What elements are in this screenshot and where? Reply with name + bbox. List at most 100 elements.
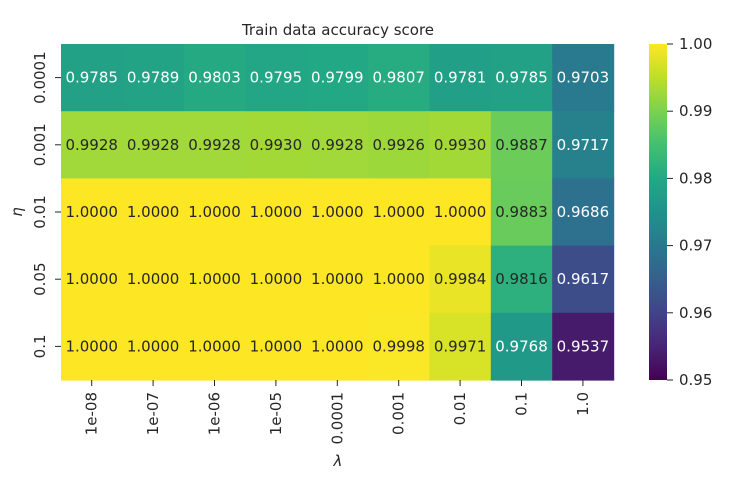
colorbar-tick-label: 1.00 [679,35,712,53]
x-axis-label: λ [333,452,343,470]
heatmap-cell-r0-c2 [183,44,246,112]
heatmap-cell-r2-c5 [368,178,430,247]
heatmap-cell-r4-c1 [122,312,185,381]
cell-value-label: 0.9537 [557,337,610,355]
cell-value-label: 0.9816 [495,270,548,288]
cell-value-label: 0.9928 [127,136,180,154]
heatmap-cell-r4-c7 [490,312,553,381]
cell-value-label: 1.0000 [372,203,425,221]
heatmap-cell-r4-c2 [183,312,246,381]
heatmap-cell-r4-c8 [552,312,615,381]
x-tick-label: 0.001 [390,392,408,435]
heatmap-cell-r3-c2 [183,245,246,314]
cell-value-label: 1.0000 [188,203,241,221]
heatmap-cell-r2-c6 [429,178,492,247]
heatmap-cell-r3-c6 [429,245,492,314]
heatmap-cell-r1-c0 [61,111,123,179]
x-tick-label: 0.1 [513,392,531,416]
cell-value-label: 0.9928 [65,136,118,154]
heatmap-cell-r3-c0 [61,245,123,314]
cell-value-label: 0.9926 [372,136,425,154]
cell-value-label: 0.9803 [188,69,241,87]
cell-value-label: 0.9998 [372,337,425,355]
cell-value-label: 1.0000 [188,270,241,288]
heatmap-cell-r2-c2 [183,178,246,247]
x-tick-label: 0.01 [451,392,469,425]
heatmap-cell-r1-c5 [368,111,430,179]
y-axis-label: η [8,207,26,217]
colorbar-tick-label: 0.95 [679,371,712,389]
y-axis-ticks: 0.0001 0.001 0.01 0.05 0.1 [31,51,61,358]
x-tick-label: 1e-07 [144,392,162,435]
heatmap-cell-r2-c7 [490,178,553,247]
cell-value-label: 0.9785 [495,69,548,87]
y-tick-label: 0.01 [31,195,49,228]
cell-value-label: 1.0000 [127,270,180,288]
heatmap-cell-r0-c3 [245,44,308,112]
cell-value-label: 1.0000 [311,270,364,288]
cell-value-label: 0.9686 [557,203,610,221]
heatmap-cell-r1-c4 [306,111,369,179]
x-tick-label: 1e-05 [267,392,285,435]
cell-value-label: 1.0000 [65,337,118,355]
heatmap-cell-r4-c5 [368,312,430,381]
cell-value-label: 0.9785 [65,69,118,87]
cell-value-label: 0.9928 [188,136,241,154]
cell-value-label: 1.0000 [65,203,118,221]
heatmap-cell-r3-c8 [552,245,615,314]
cell-value-label: 0.9768 [495,337,548,355]
heatmap-cell-r4-c0 [61,312,123,381]
heatmap-cell-r4-c6 [429,312,492,381]
heatmap-cell-r0-c5 [368,44,430,112]
x-axis-ticks: 1e-08 1e-07 1e-06 1e-05 0.0001 0.001 0.01 0.1 1.… [83,380,592,445]
heatmap-cell-r2-c1 [122,178,185,247]
cell-value-label: 1.0000 [65,270,118,288]
cell-value-label: 0.9971 [434,337,487,355]
heatmap-cell-r1-c6 [429,111,492,179]
y-tick-label: 0.1 [31,334,49,358]
heatmap-cell-r2-c0 [61,178,123,247]
heatmap-cell-r1-c7 [490,111,553,179]
heatmap-cell-r0-c0 [61,44,123,112]
cell-value-label: 1.0000 [311,203,364,221]
heatmap-cell-r3-c5 [368,245,430,314]
cell-value-label: 0.9928 [311,136,364,154]
cell-value-label: 1.0000 [250,270,303,288]
heatmap-cell-r3-c7 [490,245,553,314]
heatmap-cell-r1-c8 [552,111,615,179]
chart-title: Train data accuracy score [241,21,434,39]
x-tick-label: 1e-08 [83,392,101,435]
colorbar-tick-label: 0.98 [679,169,712,187]
y-tick-label: 0.001 [31,123,49,166]
cell-value-label: 0.9781 [434,69,487,87]
cell-value-label: 0.9795 [250,69,303,87]
cell-value-label: 0.9930 [434,136,487,154]
y-tick-label: 0.05 [31,262,49,295]
heatmap-cell-r3-c4 [306,245,369,314]
y-tick-label: 0.0001 [31,51,49,104]
cell-value-label: 0.9984 [434,270,487,288]
cell-value-label: 0.9799 [311,69,364,87]
cell-value-label: 1.0000 [250,203,303,221]
heatmap-cell-r0-c7 [490,44,553,112]
cell-value-label: 1.0000 [127,203,180,221]
heatmap-cell-r2-c3 [245,178,308,247]
cell-value-label: 0.9807 [372,69,425,87]
colorbar-tick-label: 0.97 [679,237,712,255]
heatmap-cell-r0-c6 [429,44,492,112]
cell-value-label: 0.9617 [557,270,610,288]
heatmap-cell-r0-c8 [552,44,615,112]
x-tick-label: 1.0 [574,392,592,416]
heatmap-cell-r3-c3 [245,245,308,314]
heatmap-cell-r0-c1 [122,44,185,112]
cell-value-label: 1.0000 [311,337,364,355]
heatmap-cell-r0-c4 [306,44,369,112]
cell-value-label: 0.9703 [557,69,610,87]
colorbar-ticks: 0.95 0.96 0.97 0.98 0.99 1.00 [667,35,712,389]
x-tick-label: 1e-06 [206,392,224,435]
cell-value-label: 1.0000 [188,337,241,355]
colorbar [649,44,667,380]
heatmap-cell-r2-c4 [306,178,369,247]
colorbar-tick-label: 0.96 [679,304,712,322]
